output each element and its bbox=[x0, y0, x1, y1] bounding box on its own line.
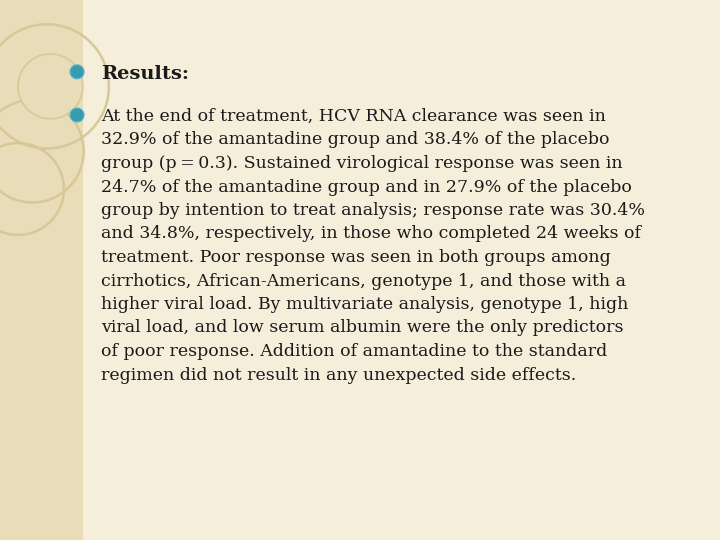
Polygon shape bbox=[70, 65, 84, 79]
Text: At the end of treatment, HCV RNA clearance was seen in
32.9% of the amantadine g: At the end of treatment, HCV RNA clearan… bbox=[101, 108, 645, 383]
Polygon shape bbox=[18, 54, 83, 119]
Polygon shape bbox=[70, 108, 84, 122]
Text: Results:: Results: bbox=[101, 65, 189, 83]
FancyBboxPatch shape bbox=[0, 0, 83, 540]
